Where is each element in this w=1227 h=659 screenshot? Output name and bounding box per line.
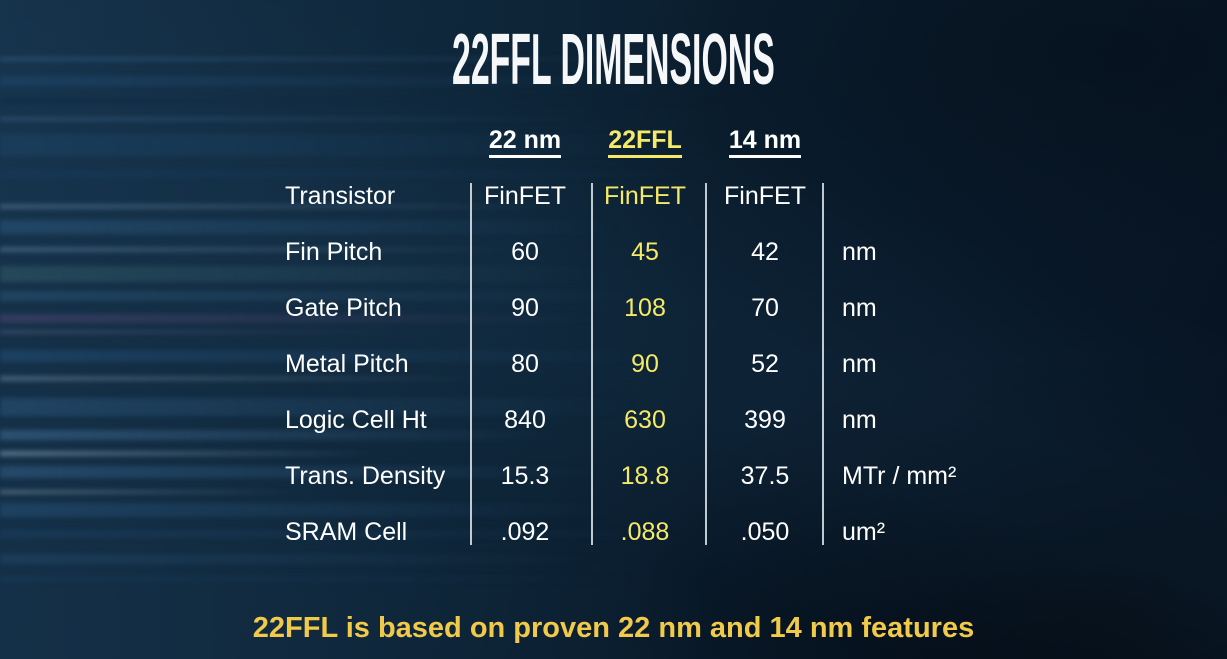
cell-14nm: 70	[751, 293, 779, 322]
column-divider-1	[470, 183, 472, 545]
row-label: SRAM Cell	[285, 517, 408, 546]
cell-22nm: .092	[500, 517, 550, 546]
unit-label: nm	[842, 405, 877, 434]
column-divider-4	[822, 183, 824, 545]
row-label: Logic Cell Ht	[285, 405, 427, 434]
column-header-14nm: 14 nm	[705, 125, 825, 158]
cell-22ffl: 108	[624, 293, 666, 322]
row-label: Fin Pitch	[285, 237, 383, 266]
row-label: Transistor	[285, 181, 396, 210]
footer-note: 22FFL is based on proven 22 nm and 14 nm…	[252, 612, 975, 644]
cell-22ffl: 45	[631, 237, 659, 266]
cell-22ffl: 90	[631, 349, 659, 378]
column-divider-3	[705, 183, 707, 545]
unit-label: MTr / mm²	[842, 461, 957, 490]
unit-label: nm	[842, 349, 877, 378]
cell-22nm: 60	[511, 237, 539, 266]
cell-22nm: 80	[511, 349, 539, 378]
row-label: Trans. Density	[285, 461, 446, 490]
dimensions-table: 22 nm 22FFL 14 nm Transistor FinFET FinF…	[285, 112, 1005, 560]
cell-22nm: FinFET	[484, 181, 566, 210]
column-divider-2	[591, 183, 593, 545]
cell-22nm: 840	[504, 405, 546, 434]
cell-22ffl: 18.8	[620, 461, 670, 490]
cell-14nm: FinFET	[724, 181, 806, 210]
page-title: 22FFL DIMENSIONS	[0, 24, 1227, 96]
cell-22ffl: .088	[620, 517, 670, 546]
cell-14nm: 399	[744, 405, 786, 434]
unit-label: nm	[842, 237, 877, 266]
column-header-22nm: 22 nm	[465, 125, 585, 158]
page-title-text: 22FFL DIMENSIONS	[452, 20, 775, 100]
cell-22nm: 15.3	[500, 461, 550, 490]
cell-14nm: 42	[751, 237, 779, 266]
cell-22ffl: 630	[624, 405, 666, 434]
row-label: Metal Pitch	[285, 349, 409, 378]
cell-14nm: 52	[751, 349, 779, 378]
cell-22nm: 90	[511, 293, 539, 322]
row-label: Gate Pitch	[285, 293, 402, 322]
cell-14nm: 37.5	[740, 461, 790, 490]
column-header-22ffl: 22FFL	[585, 125, 705, 158]
cell-22ffl: FinFET	[604, 181, 686, 210]
cell-14nm: .050	[740, 517, 790, 546]
unit-label: um²	[842, 517, 886, 546]
unit-label: nm	[842, 293, 877, 322]
